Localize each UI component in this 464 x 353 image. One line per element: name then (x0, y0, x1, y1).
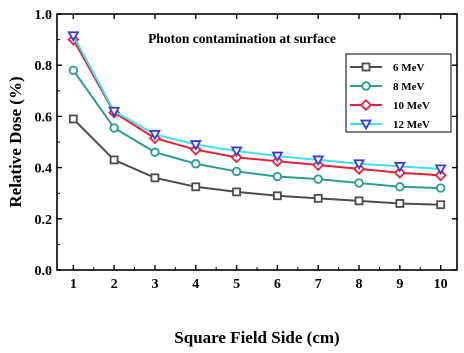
series-12-mev (67, 31, 447, 176)
data-point (108, 106, 121, 118)
data-point (231, 166, 242, 177)
y-tick-label: 1.0 (35, 8, 53, 23)
data-point (435, 183, 446, 193)
legend-label: 12 MeV (393, 119, 430, 131)
series-line (72, 35, 441, 170)
data-point (191, 159, 201, 169)
x-tick-label: 7 (315, 277, 322, 292)
data-point (191, 182, 201, 192)
data-point (393, 166, 406, 179)
y-tick-label: 0.2 (35, 213, 53, 228)
data-point (109, 155, 119, 165)
y-tick-label: 0.4 (35, 162, 53, 177)
x-tick-label: 1 (70, 277, 77, 292)
data-point (354, 178, 364, 188)
y-tick-label: 0.8 (35, 59, 53, 74)
data-point (434, 169, 447, 182)
x-tick-label: 6 (274, 277, 281, 292)
series-line (72, 118, 441, 206)
data-point (273, 191, 282, 201)
data-point (393, 161, 406, 173)
y-axis-title: Relative Dose (%) (6, 76, 25, 207)
x-tick-label: 9 (396, 277, 403, 292)
legend: 6 MeV 8 MeV 10 MeV 12 MeV (345, 53, 452, 133)
y-tick-label: 0.6 (35, 110, 53, 125)
data-point (353, 159, 366, 171)
axes: 1 2 3 4 5 6 7 8 9 10 0.0 0.2 0.4 0.6 0.8 1.0 (35, 8, 457, 292)
x-tick-label: 5 (233, 277, 240, 292)
data-point (354, 196, 364, 206)
data-point (150, 147, 160, 157)
data-point (313, 174, 323, 184)
data-point (68, 65, 79, 76)
data-point (436, 200, 446, 210)
series-line (72, 39, 441, 177)
data-point (148, 129, 161, 141)
y-tick-label: 0.0 (35, 264, 53, 279)
legend-marker (361, 62, 371, 72)
data-point (67, 31, 80, 43)
plot-area (56, 13, 458, 271)
series-layer (67, 31, 447, 210)
data-point (230, 151, 243, 164)
data-point (272, 171, 283, 182)
legend-label: 8 MeV (393, 81, 425, 93)
chart-title: Photon contamination at surface (148, 31, 336, 46)
x-tick-label: 3 (151, 277, 158, 292)
x-tick-label: 8 (356, 277, 363, 292)
data-point (271, 151, 284, 163)
series-line (72, 69, 441, 190)
data-point (232, 187, 241, 197)
data-point (434, 164, 447, 176)
data-point (395, 182, 405, 192)
data-point (395, 199, 405, 208)
data-point (189, 140, 202, 151)
legend-label: 10 MeV (393, 100, 430, 112)
series-8-mev (68, 65, 446, 193)
x-tick-label: 2 (111, 277, 118, 292)
data-point (150, 173, 160, 183)
legend-marker (361, 81, 371, 91)
data-point (109, 123, 119, 133)
x-tick-label: 10 (434, 277, 448, 292)
data-point (313, 193, 323, 203)
x-tick-label: 4 (192, 277, 199, 292)
data-point (312, 155, 325, 167)
series-6-mev (68, 114, 446, 210)
data-point (68, 114, 78, 124)
legend-marker (359, 119, 373, 131)
x-axis-title: Square Field Side (cm) (174, 328, 339, 347)
data-point (230, 146, 243, 158)
legend-label: 6 MeV (393, 62, 425, 74)
legend-marker (359, 98, 373, 112)
